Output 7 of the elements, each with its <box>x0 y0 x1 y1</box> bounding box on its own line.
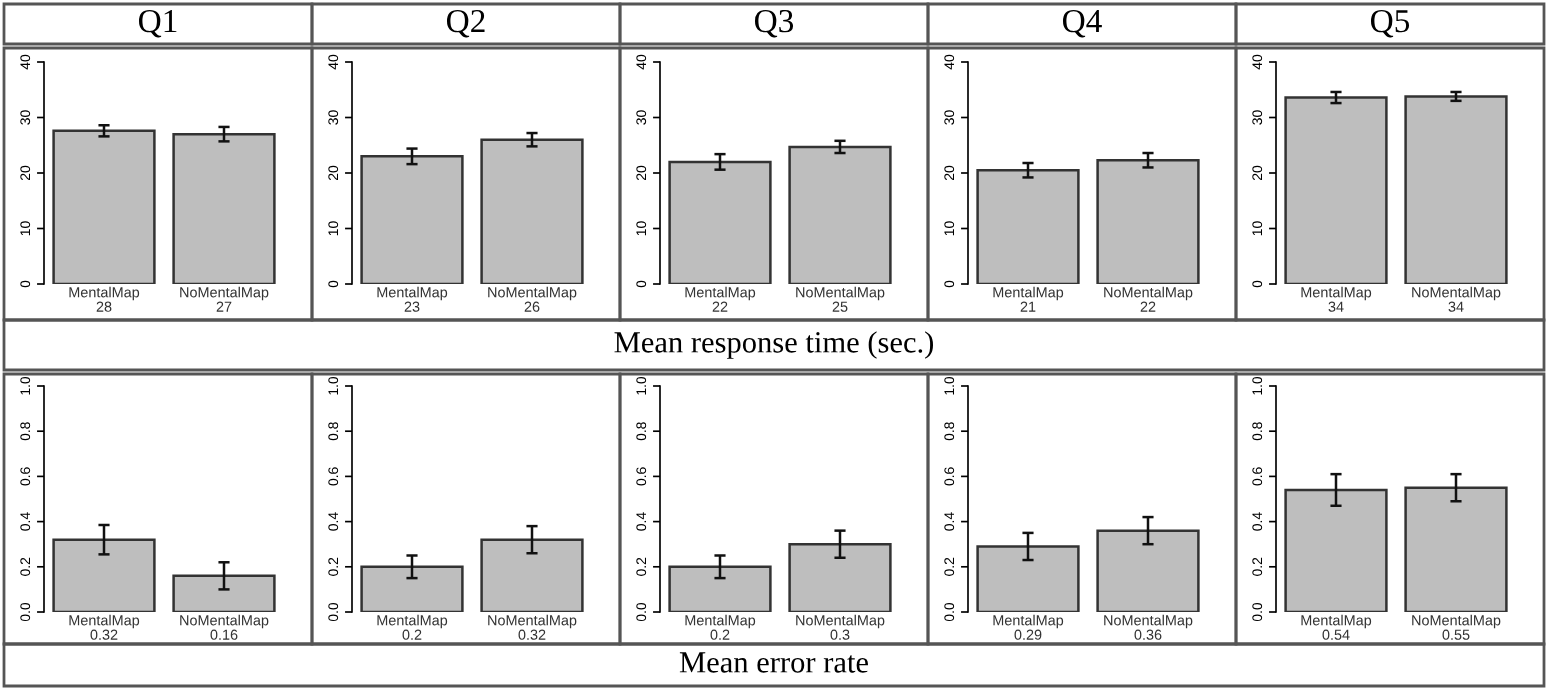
text: Mean error rate <box>679 652 868 673</box>
chart-title: Q3 <box>755 9 794 38</box>
chart-title: Q2 <box>447 9 485 38</box>
chart-title: Q1 <box>139 9 177 38</box>
chart-title: Q4 <box>1063 9 1102 38</box>
text: Mean response time (sec.) <box>614 331 934 359</box>
chart-title: Q5 <box>1371 9 1410 38</box>
